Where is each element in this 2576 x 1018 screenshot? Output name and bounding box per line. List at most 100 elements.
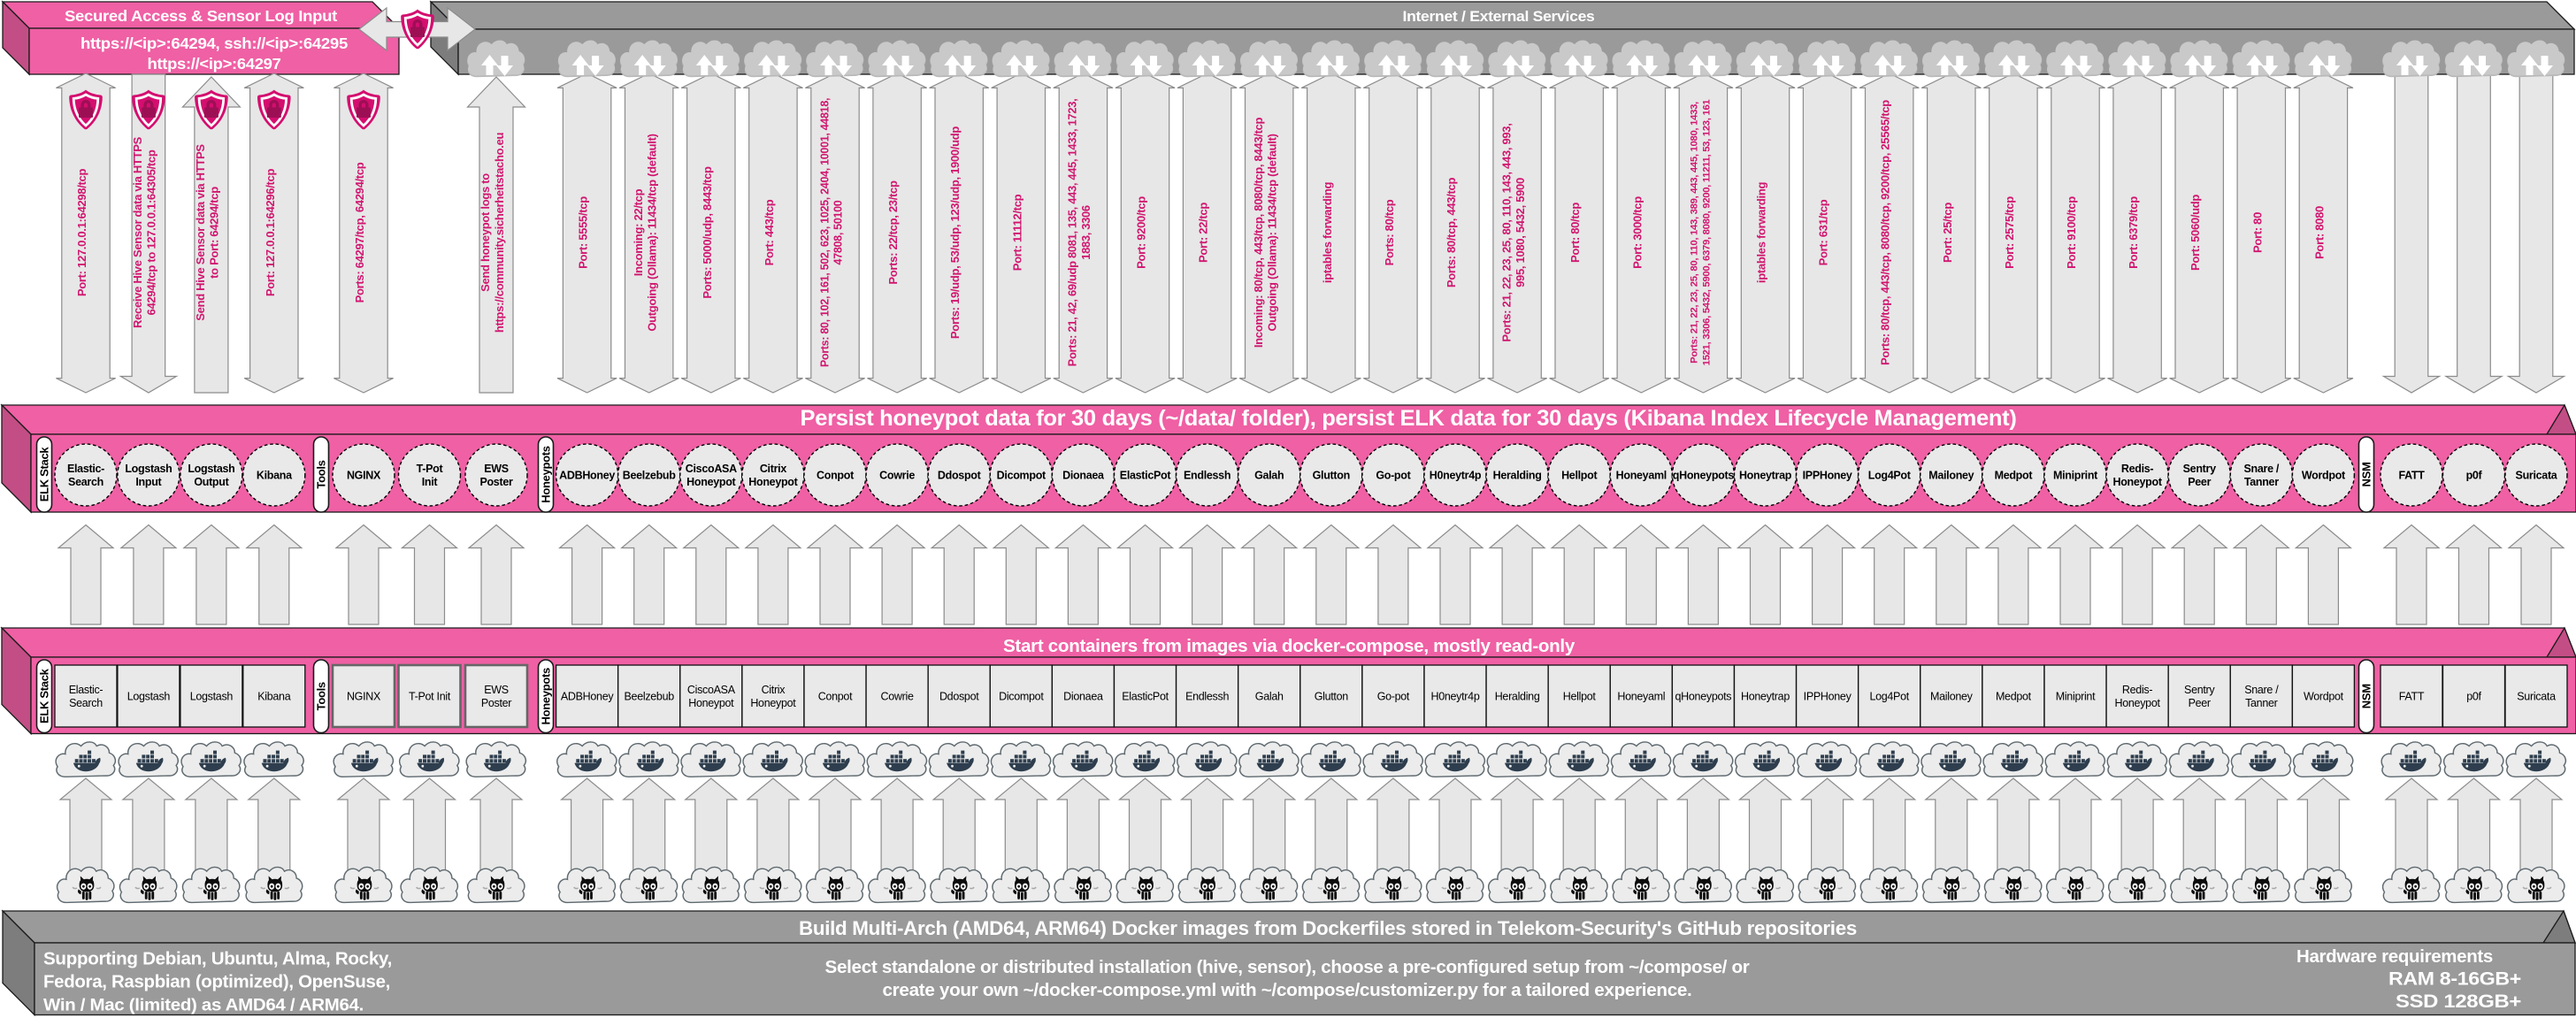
svg-text:Galah: Galah [1254, 469, 1284, 481]
svg-text:Ports: 21, 22, 23, 25, 80, 110: Ports: 21, 22, 23, 25, 80, 110, 143, 389… [1690, 102, 1700, 364]
svg-text:Honeytrap: Honeytrap [1741, 690, 1790, 702]
svg-text:Kibana: Kibana [257, 469, 293, 481]
svg-text:Miniprint: Miniprint [2053, 469, 2098, 481]
svg-text:Honeyaml: Honeyaml [1617, 690, 1665, 702]
svg-text:Port: 22/tcp: Port: 22/tcp [1197, 203, 1210, 263]
svg-text:H0neytr4p: H0neytr4p [1431, 690, 1480, 702]
svg-text:Conpot: Conpot [816, 469, 855, 481]
svg-text:Go-pot: Go-pot [1377, 690, 1410, 702]
svg-text:https://<ip>:64294, ssh://<ip>: https://<ip>:64294, ssh://<ip>:64295 [80, 34, 348, 52]
svg-text:Ports: 22/tcp, 23/tcp: Ports: 22/tcp, 23/tcp [886, 180, 900, 285]
svg-text:Dicompot: Dicompot [997, 469, 1046, 481]
svg-text:ELK Stack: ELK Stack [38, 668, 51, 723]
svg-text:Port: 9200/tcp: Port: 9200/tcp [1135, 196, 1148, 269]
svg-text:Search: Search [69, 697, 103, 709]
svg-text:Logstash: Logstash [188, 463, 234, 475]
svg-text:Galah: Galah [1255, 690, 1284, 702]
svg-text:Port: 127.0.0.1:64298/tcp: Port: 127.0.0.1:64298/tcp [75, 169, 88, 297]
svg-text:Cowrie: Cowrie [879, 469, 915, 481]
svg-text:Snare /: Snare / [2244, 463, 2280, 475]
svg-text:Peer: Peer [2188, 476, 2211, 488]
svg-text:Sentry: Sentry [2183, 463, 2216, 475]
svg-text:https://community.sicherheitst: https://community.sicherheitstacho.eu [493, 132, 506, 333]
svg-text:Endlessh: Endlessh [1185, 690, 1229, 702]
svg-text:Citrix: Citrix [762, 684, 786, 696]
svg-text:Honeypot: Honeypot [688, 697, 734, 709]
svg-text:Search: Search [68, 476, 104, 488]
svg-text:Fedora, Raspbian (optimized),: Fedora, Raspbian (optimized), OpenSuse, [43, 973, 390, 992]
svg-text:Log4Pot: Log4Pot [1869, 690, 1909, 702]
svg-text:Honeypot: Honeypot [750, 697, 796, 709]
svg-text:Log4Pot: Log4Pot [1868, 469, 1912, 481]
svg-text:Port: 80/tcp: Port: 80/tcp [1568, 203, 1582, 263]
svg-text:Honeypot: Honeypot [686, 476, 736, 488]
svg-text:Input: Input [135, 476, 162, 488]
svg-text:ElasticPot: ElasticPot [1120, 469, 1172, 481]
svg-text:47808, 50100: 47808, 50100 [832, 200, 845, 264]
svg-text:iptables forwarding: iptables forwarding [1755, 182, 1768, 284]
svg-text:Init: Init [422, 476, 439, 488]
svg-text:Secured Access & Sensor Log In: Secured Access & Sensor Log Input [65, 7, 337, 25]
svg-text:qHoneypots: qHoneypots [1675, 690, 1732, 702]
svg-text:Dionaea: Dionaea [1063, 690, 1103, 702]
svg-text:Persist honeypot data for 30 d: Persist honeypot data for 30 days (~/dat… [801, 407, 2017, 431]
svg-text:Go-pot: Go-pot [1376, 469, 1411, 481]
svg-text:Supporting Debian, Ubuntu, Alm: Supporting Debian, Ubuntu, Alma, Rocky, [43, 950, 392, 969]
svg-text:Logstash: Logstash [127, 690, 171, 702]
svg-text:Tanner: Tanner [2244, 476, 2279, 488]
svg-text:Glutton: Glutton [1313, 469, 1350, 481]
svg-text:RAM 8-16GB+: RAM 8-16GB+ [2388, 968, 2521, 990]
svg-text:Heralding: Heralding [1493, 469, 1542, 481]
svg-text:IPPHoney: IPPHoney [1803, 469, 1852, 481]
svg-text:Outgoing (Ollama): 11434/tcp (: Outgoing (Ollama): 11434/tcp (default) [646, 134, 659, 331]
svg-text:Dicompot: Dicompot [999, 690, 1044, 702]
svg-text:Ports: 80/tcp, 443/tcp: Ports: 80/tcp, 443/tcp [1445, 178, 1458, 288]
svg-text:Port: 2575/tcp: Port: 2575/tcp [2003, 196, 2016, 269]
svg-text:Honeypot: Honeypot [748, 476, 798, 488]
svg-text:Ports: 21, 22, 23, 25, 80, 110: Ports: 21, 22, 23, 25, 80, 110, 143, 443… [1499, 123, 1513, 341]
svg-text:Tools: Tools [315, 460, 328, 488]
svg-text:Elastic-: Elastic- [67, 463, 104, 475]
svg-text:Tanner: Tanner [2245, 697, 2278, 709]
svg-text:Sentry: Sentry [2184, 684, 2215, 696]
svg-text:iptables forwarding: iptables forwarding [1321, 182, 1334, 284]
svg-text:Poster: Poster [479, 476, 513, 488]
svg-text:CiscoASA: CiscoASA [687, 684, 736, 696]
svg-text:Incoming: 22/tcp: Incoming: 22/tcp [632, 188, 645, 276]
svg-text:Port: 25/tcp: Port: 25/tcp [1941, 203, 1954, 263]
svg-text:T-Pot: T-Pot [417, 463, 444, 475]
svg-text:Ddospot: Ddospot [939, 690, 979, 702]
svg-text:Ports: 64297/tcp, 64294/tcp: Ports: 64297/tcp, 64294/tcp [353, 162, 366, 302]
svg-text:to Port: 64294/tcp: to Port: 64294/tcp [208, 187, 221, 279]
svg-text:Kibana: Kibana [257, 690, 290, 702]
svg-text:Ports: 80/tcp: Ports: 80/tcp [1383, 199, 1396, 265]
svg-text:995, 1080, 5432, 5900: 995, 1080, 5432, 5900 [1514, 178, 1527, 287]
svg-text:Port: 3000/tcp: Port: 3000/tcp [1630, 196, 1644, 269]
svg-text:Ports: 80/tcp, 443/tcp, 8080/t: Ports: 80/tcp, 443/tcp, 8080/tcp, 9200/t… [1879, 100, 1892, 365]
svg-text:Elastic-: Elastic- [69, 684, 104, 696]
svg-text:Medpot: Medpot [1996, 690, 2032, 702]
svg-text:p0f: p0f [2466, 690, 2481, 702]
svg-text:Port: 443/tcp: Port: 443/tcp [763, 199, 776, 265]
svg-text:Start containers from images v: Start containers from images via docker-… [1003, 637, 1576, 656]
svg-text:Send honeypot logs to: Send honeypot logs to [479, 173, 492, 292]
svg-text:Logstash: Logstash [190, 690, 234, 702]
svg-text:NSM: NSM [2360, 463, 2373, 487]
svg-text:Output: Output [194, 476, 229, 488]
svg-text:p0f: p0f [2466, 469, 2483, 481]
svg-text:Logstash: Logstash [125, 463, 172, 475]
svg-text:Cowrie: Cowrie [881, 690, 914, 702]
svg-text:Redis-: Redis- [2122, 684, 2152, 696]
svg-text:Port: 631/tcp: Port: 631/tcp [1817, 199, 1830, 265]
svg-text:https://<ip>:64297: https://<ip>:64297 [148, 55, 281, 73]
svg-text:Internet / External Services: Internet / External Services [1403, 8, 1595, 25]
svg-text:Honeypots: Honeypots [540, 668, 553, 725]
svg-text:Ports: 80, 102, 161, 502, 623,: Ports: 80, 102, 161, 502, 623, 1025, 240… [819, 98, 832, 367]
svg-text:Beelzebub: Beelzebub [625, 690, 675, 702]
svg-text:Port: 5060/udp: Port: 5060/udp [2189, 195, 2202, 271]
svg-text:Port: 11112/tcp: Port: 11112/tcp [1010, 194, 1024, 271]
svg-text:1883, 3306: 1883, 3306 [1079, 205, 1092, 260]
svg-text:ELK Stack: ELK Stack [38, 447, 51, 502]
svg-text:Honeypot: Honeypot [2112, 476, 2162, 488]
svg-text:Wordpot: Wordpot [2302, 469, 2346, 481]
